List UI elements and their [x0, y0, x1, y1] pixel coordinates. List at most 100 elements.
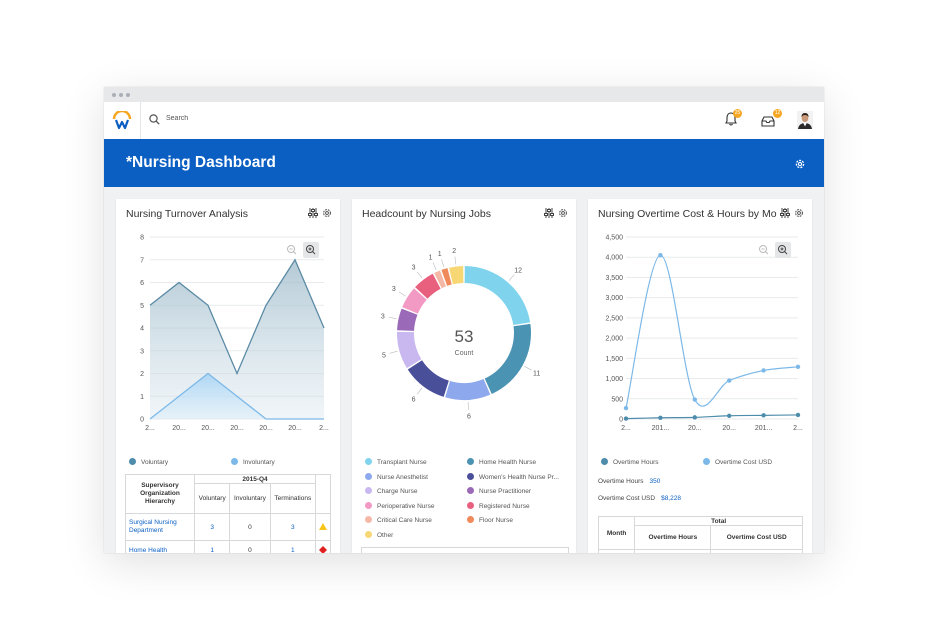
stat-value-link[interactable]: 350 — [649, 478, 661, 485]
legend-item[interactable]: Charge Nurse — [365, 487, 417, 495]
turnover-table: Supervisory Organization Hierarchy 2015-… — [125, 474, 331, 553]
y-tick-label: 3 — [140, 348, 144, 355]
gear-icon[interactable] — [322, 208, 332, 218]
column-header: Terminations — [269, 483, 317, 514]
legend-label: Transplant Nurse — [377, 459, 427, 466]
y-tick-label: 1,000 — [605, 376, 623, 383]
legend-label: Nurse Anesthetist — [377, 473, 428, 481]
stat-label: Overtime Hours — [598, 478, 644, 485]
overtime-table: Month Total Overtime Hours Overtime Cost… — [597, 516, 803, 553]
legend-label: Overtime Hours — [613, 459, 659, 466]
slice-data-label: 2 — [452, 248, 456, 255]
legend-label: Perioperative Nurse — [377, 502, 435, 510]
legend-swatch — [365, 458, 372, 465]
row-name-link[interactable]: Surgical Nursing Department — [125, 513, 195, 541]
legend-item[interactable]: Involuntary — [231, 458, 275, 466]
column-header: Overtime Cost USD — [710, 525, 803, 550]
legend-item[interactable]: Critical Care Nurse — [365, 516, 432, 524]
legend-item[interactable]: Nurse Anesthetist — [365, 472, 428, 481]
zoom-in-button[interactable] — [775, 242, 791, 258]
legend-item[interactable]: Voluntary — [129, 458, 168, 466]
search-input[interactable] — [166, 115, 366, 122]
legend-item[interactable]: Floor Nurse — [467, 516, 513, 524]
legend-swatch — [467, 458, 474, 465]
legend-item[interactable]: Women's Health Nurse Pr... — [467, 472, 559, 481]
x-tick-label: 20... — [722, 425, 736, 432]
overtime-line-chart: 0 500 1,000 1,500 2,000 2,500 3,000 3,500 4,000 4… — [605, 235, 802, 433]
table-row: Home Health 1 0 1 — [125, 540, 331, 553]
legend-swatch — [601, 458, 608, 465]
filter-settings-icon[interactable] — [544, 208, 554, 218]
legend-item[interactable]: Perioperative Nurse — [365, 501, 435, 510]
column-group-header: Total — [634, 516, 803, 526]
terminations-cell[interactable]: 3 — [269, 513, 317, 541]
app-bar: 25 12 — [104, 102, 824, 140]
user-avatar[interactable] — [797, 111, 813, 129]
legend-item[interactable]: Registered Nurse — [467, 501, 530, 510]
legend-item[interactable]: Home Health Nurse — [467, 458, 536, 466]
page-title: *Nursing Dashboard — [126, 154, 276, 171]
workday-logo-icon[interactable] — [112, 111, 132, 131]
y-tick-label: 2 — [140, 371, 144, 378]
terminations-cell[interactable]: 1 — [269, 540, 317, 553]
gear-icon[interactable] — [558, 208, 568, 218]
y-tick-label: 6 — [140, 280, 144, 287]
y-tick-label: 500 — [611, 396, 623, 403]
flag-cell — [315, 513, 331, 541]
search-icon[interactable] — [149, 114, 160, 125]
legend-swatch — [467, 472, 474, 480]
notifications-badge: 25 — [733, 109, 742, 118]
column-header: Overtime Hours — [634, 525, 712, 550]
series-line-voluntary — [149, 258, 325, 376]
window-dot — [112, 93, 116, 97]
gear-icon[interactable] — [794, 208, 804, 218]
legend-swatch — [129, 458, 136, 465]
y-tick-label: 2,500 — [605, 315, 623, 322]
donut-center-label: Count — [455, 350, 474, 357]
legend-swatch — [365, 472, 372, 480]
inbox-button[interactable]: 12 — [761, 109, 782, 132]
gear-icon[interactable] — [794, 158, 806, 170]
voluntary-cell[interactable]: 3 — [193, 513, 231, 541]
donut-slice — [397, 331, 422, 369]
card-toolbar — [305, 208, 332, 218]
slice-data-label: 1 — [429, 255, 433, 262]
zoom-in-button[interactable] — [303, 242, 319, 258]
y-tick-label: 5 — [140, 303, 144, 310]
stat-value-link[interactable]: $8,228 — [661, 495, 681, 502]
app-window: 25 12 *Nursing Dashboard 0123456782...20… — [104, 87, 824, 553]
legend-item[interactable]: Nurse Practitioner — [467, 487, 531, 495]
x-tick-label: 20... — [172, 425, 186, 432]
voluntary-cell[interactable]: 1 — [193, 540, 231, 553]
legend-swatch — [467, 487, 474, 495]
donut-slice — [441, 268, 452, 286]
y-tick-label: 7 — [140, 257, 144, 264]
zoom-out-icon — [287, 245, 297, 255]
notifications-button[interactable]: 25 — [725, 109, 742, 131]
legend-item[interactable]: Transplant Nurse — [365, 458, 427, 466]
y-tick-label: 4,500 — [605, 235, 623, 242]
slice-leader-line — [432, 262, 437, 270]
slice-leader-line — [508, 274, 515, 281]
card-title: Nursing Overtime Cost & Hours by Mo... — [598, 208, 786, 220]
legend-item[interactable]: Overtime Hours — [601, 458, 659, 466]
x-tick-label: 201... — [652, 425, 670, 432]
legend-swatch — [231, 458, 238, 465]
data-point — [692, 415, 697, 420]
zoom-out-button[interactable] — [284, 242, 300, 258]
slice-data-label: 6 — [467, 413, 471, 420]
legend-item[interactable]: Other — [365, 531, 393, 539]
donut-slice — [445, 378, 491, 400]
data-point — [795, 412, 801, 418]
filter-settings-icon[interactable] — [308, 208, 318, 218]
card-title: Nursing Turnover Analysis — [126, 208, 248, 220]
legend-item[interactable]: Overtime Cost USD — [703, 458, 772, 466]
filter-settings-icon[interactable] — [780, 208, 790, 218]
slice-leader-line — [417, 387, 423, 395]
slice-data-label: 11 — [533, 371, 540, 378]
row-name-link[interactable]: Home Health — [125, 540, 195, 553]
window-dot — [126, 93, 130, 97]
slice-data-label: 3 — [412, 265, 416, 272]
x-tick-label: 20... — [688, 425, 702, 432]
zoom-out-button[interactable] — [756, 242, 772, 258]
